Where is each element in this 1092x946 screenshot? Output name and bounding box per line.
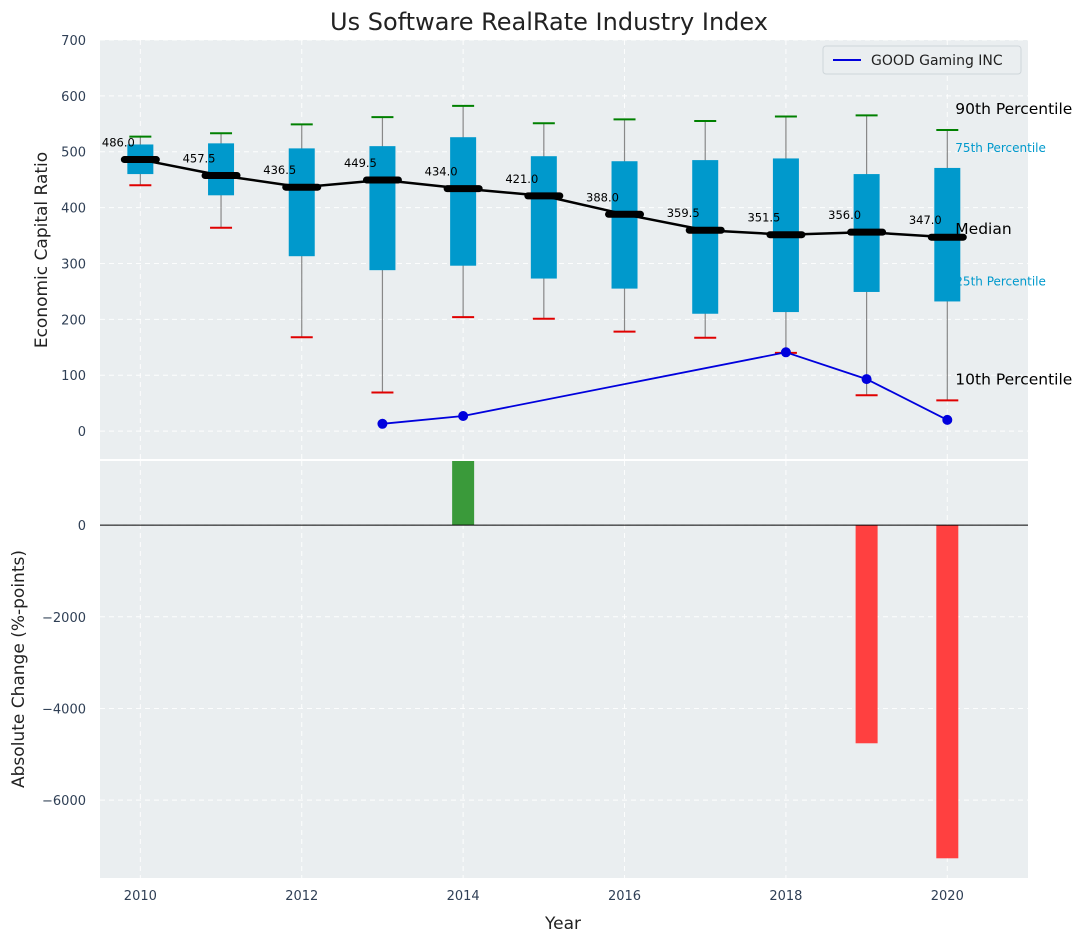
x-axis-label: Year bbox=[544, 914, 581, 934]
iqr-box bbox=[692, 160, 719, 314]
x-tick-label: 2010 bbox=[124, 889, 157, 904]
legend-box bbox=[822, 45, 1022, 75]
median-data-label: 436.5 bbox=[263, 163, 296, 177]
iqr-box bbox=[530, 156, 557, 279]
top-y-tick-label: 700 bbox=[61, 34, 86, 49]
percentile-annotation: 10th Percentile bbox=[955, 370, 1072, 388]
x-tick-label: 2016 bbox=[608, 889, 641, 904]
company-point bbox=[458, 410, 469, 421]
median-data-label: 421.0 bbox=[505, 172, 538, 186]
company-point bbox=[861, 374, 872, 385]
iqr-box bbox=[288, 148, 315, 257]
percentile-annotation: 90th Percentile bbox=[955, 100, 1072, 118]
x-tick-label: 2018 bbox=[769, 889, 802, 904]
median-data-label: 449.5 bbox=[344, 156, 377, 170]
top-y-axis-label: Economic Capital Ratio bbox=[32, 152, 52, 348]
percentile-annotation: 75th Percentile bbox=[955, 141, 1046, 155]
top-y-tick-label: 100 bbox=[61, 369, 86, 384]
change-bar bbox=[936, 525, 959, 859]
bottom-y-tick-label: −4000 bbox=[42, 702, 86, 717]
median-data-label: 351.5 bbox=[747, 211, 780, 225]
change-bar bbox=[855, 525, 878, 744]
bottom-plot-area bbox=[100, 461, 1028, 878]
median-data-label: 486.0 bbox=[102, 136, 135, 150]
top-y-tick-label: 200 bbox=[61, 313, 86, 328]
iqr-box bbox=[611, 161, 638, 289]
bottom-y-tick-label: −2000 bbox=[42, 611, 86, 626]
median-data-label: 359.5 bbox=[667, 206, 700, 220]
median-data-label: 388.0 bbox=[586, 190, 619, 204]
chart-title: Us Software RealRate Industry Index bbox=[330, 8, 768, 36]
median-data-label: 457.5 bbox=[183, 151, 216, 165]
median-data-label: 347.0 bbox=[909, 213, 942, 227]
company-point bbox=[377, 418, 388, 429]
median-data-label: 434.0 bbox=[425, 165, 458, 179]
iqr-box bbox=[450, 137, 477, 266]
median-data-label: 356.0 bbox=[828, 208, 861, 222]
x-tick-label: 2014 bbox=[447, 889, 480, 904]
top-y-tick-label: 0 bbox=[78, 425, 86, 440]
x-tick-label: 2020 bbox=[931, 889, 964, 904]
bottom-y-tick-label: 0 bbox=[78, 519, 86, 534]
legend-label: GOOD Gaming INC bbox=[871, 53, 1003, 69]
company-point bbox=[780, 347, 791, 358]
iqr-box bbox=[369, 146, 396, 271]
top-y-tick-label: 300 bbox=[61, 257, 86, 272]
x-tick-label: 2012 bbox=[285, 889, 318, 904]
percentile-annotation: 25th Percentile bbox=[955, 274, 1046, 288]
change-bar bbox=[452, 461, 475, 526]
percentile-annotation: Median bbox=[955, 220, 1011, 238]
company-point bbox=[942, 414, 953, 425]
bottom-y-axis-label: Absolute Change (%-points) bbox=[9, 550, 29, 788]
top-y-tick-label: 600 bbox=[61, 90, 86, 105]
top-y-tick-label: 400 bbox=[61, 202, 86, 217]
bottom-y-tick-label: −6000 bbox=[42, 794, 86, 809]
iqr-box bbox=[208, 143, 235, 196]
top-panel: 0 100 200 300 400 500 600 700 486.0 457.5 436.5 449… bbox=[61, 34, 1072, 459]
top-y-tick-label: 500 bbox=[61, 146, 86, 161]
bottom-panel: 0 −2000 −4000 −6000 2010 2012 2014 2016 2018 2020 bbox=[42, 461, 1028, 904]
